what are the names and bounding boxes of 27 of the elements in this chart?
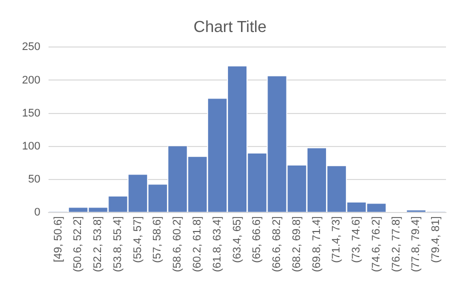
x-tick-label: (71.4, 73]: [330, 216, 343, 263]
y-tick-label: 100: [22, 140, 40, 152]
chart-title: Chart Title: [194, 19, 267, 36]
y-tick-label: 50: [28, 173, 40, 186]
x-tick-label: [49, 50.6]: [52, 216, 64, 262]
y-tick-label: 200: [22, 74, 40, 86]
x-tick-label: (68.2, 69.8]: [290, 216, 303, 272]
x-tick-label: (69.8, 71.4]: [310, 216, 323, 272]
x-tick-label: (57, 58.6]: [152, 216, 164, 263]
x-tick-label: (58.6, 60.2]: [172, 216, 184, 272]
y-tick-label: 0: [34, 206, 40, 218]
x-tick-label: (66.6, 68.2]: [271, 216, 284, 272]
x-tick-label: (74.6, 76.2]: [370, 216, 382, 272]
x-tick-label: (73, 74.6]: [350, 216, 363, 263]
x-tick-label: (50.6, 52.2]: [72, 216, 84, 272]
x-tick-label: (53.8, 55.4]: [112, 216, 124, 272]
x-tick-label: (63.4, 65]: [231, 216, 244, 263]
x-tick-label: (77.8, 79.4]: [410, 216, 422, 272]
y-tick-label: 250: [22, 41, 40, 54]
x-tick-label: (76.2, 77.8]: [390, 216, 402, 272]
x-tick-label: (65, 66.6]: [251, 216, 264, 263]
x-tick-label: (61.8, 63.4]: [211, 216, 224, 272]
y-tick-label: 150: [22, 107, 40, 120]
x-tick-label: (60.2, 61.8]: [192, 216, 204, 272]
x-tick-label: (55.4, 57]: [132, 216, 144, 263]
x-tick-label: (52.2, 53.8]: [92, 216, 104, 272]
x-tick-label: (79.4, 81]: [430, 216, 442, 263]
